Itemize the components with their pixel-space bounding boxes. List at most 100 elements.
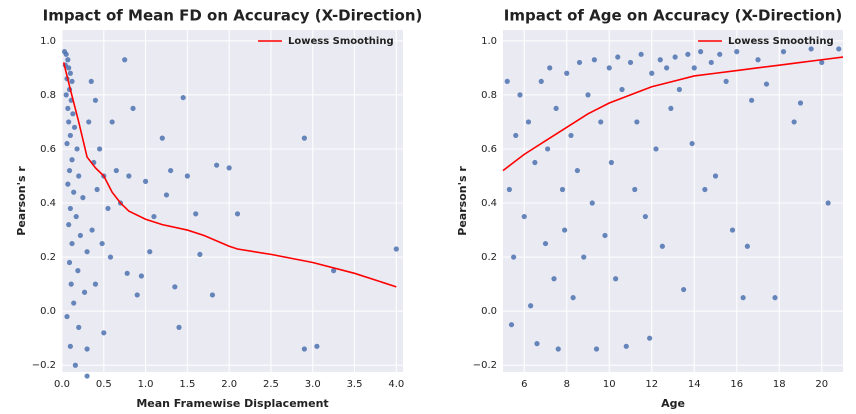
point	[89, 227, 95, 233]
point	[172, 284, 178, 290]
point	[729, 227, 736, 233]
point	[591, 57, 597, 63]
point	[80, 195, 86, 201]
lowess-line	[502, 56, 844, 172]
point	[642, 213, 648, 220]
point	[81, 289, 88, 295]
point	[76, 324, 82, 330]
point	[676, 86, 682, 93]
y-tick-label: −0.2	[32, 360, 56, 371]
point	[314, 343, 320, 349]
point	[532, 159, 538, 166]
point	[67, 132, 73, 139]
point	[632, 186, 638, 193]
point	[70, 111, 76, 117]
y-tick-label: 0.2	[481, 252, 497, 263]
point	[797, 100, 804, 106]
point	[69, 78, 75, 84]
point	[634, 119, 640, 125]
y-tick-label: 0.6	[481, 144, 497, 155]
x-tick-label: 4.0	[388, 379, 404, 390]
y-tick-label: 0.4	[40, 198, 56, 209]
point	[66, 222, 72, 228]
x-tick-label: 6	[521, 379, 527, 390]
point	[619, 86, 625, 93]
y-tick-label: 0.6	[40, 144, 56, 155]
point	[551, 276, 557, 282]
x-tick-label: 1.5	[179, 379, 195, 390]
point	[755, 57, 761, 63]
point	[593, 346, 600, 352]
point	[393, 246, 399, 252]
point	[538, 78, 544, 84]
point	[214, 162, 220, 168]
point	[508, 322, 515, 328]
x-axis-label: Mean Framewise Displacement	[136, 397, 328, 410]
x-axis-label: Age	[661, 397, 685, 410]
point	[124, 270, 130, 276]
x-tick-label: 10	[603, 379, 616, 390]
point	[681, 286, 687, 293]
point	[68, 281, 74, 287]
point	[568, 132, 574, 139]
point	[763, 81, 770, 87]
point	[193, 211, 199, 217]
point	[88, 78, 94, 84]
point	[63, 51, 69, 57]
y-axis-label: Pearson's r	[456, 166, 469, 236]
point	[76, 173, 82, 179]
point	[147, 249, 153, 255]
point	[92, 97, 99, 103]
point	[589, 200, 595, 206]
point	[672, 54, 678, 60]
plot-area	[503, 30, 843, 372]
point	[638, 51, 644, 57]
y-tick-label: 0.0	[40, 306, 56, 317]
point	[84, 346, 90, 352]
y-tick-label: 0.8	[40, 90, 56, 101]
point	[585, 92, 591, 98]
point	[71, 300, 77, 306]
point	[668, 105, 674, 112]
point	[723, 78, 729, 84]
x-tick-label: 2.5	[263, 379, 279, 390]
point	[608, 159, 614, 166]
point	[77, 232, 83, 239]
point	[702, 186, 708, 193]
point	[84, 249, 90, 255]
x-tick-label: 0.0	[54, 379, 70, 390]
point	[581, 254, 587, 260]
point	[653, 146, 659, 152]
chart-title: Impact of Age on Accuracy (X-Direction)	[504, 7, 842, 25]
point	[547, 65, 553, 71]
point	[570, 295, 576, 301]
point	[521, 213, 527, 220]
point	[734, 49, 740, 55]
point	[65, 105, 71, 112]
point	[74, 146, 80, 152]
x-tick-label: 16	[730, 379, 743, 390]
point	[109, 119, 115, 125]
point	[159, 135, 165, 141]
point	[151, 213, 157, 220]
lowess-line	[62, 62, 397, 288]
point	[94, 186, 100, 193]
y-tick-label: 0.0	[481, 306, 497, 317]
x-tick-label: 2.0	[221, 379, 237, 390]
point	[555, 346, 561, 352]
point	[66, 65, 72, 71]
point	[84, 373, 90, 379]
point	[64, 313, 70, 320]
point	[176, 324, 182, 330]
x-tick-label: 20	[815, 379, 828, 390]
point	[717, 51, 723, 57]
point	[511, 254, 517, 260]
point	[576, 59, 583, 66]
y-axis-label: Pearson's r	[15, 166, 28, 236]
point	[808, 46, 814, 52]
chart-title: Impact of Mean FD on Accuracy (X-Directi…	[43, 7, 423, 25]
point	[506, 186, 512, 193]
point	[67, 343, 73, 349]
point	[209, 292, 216, 298]
